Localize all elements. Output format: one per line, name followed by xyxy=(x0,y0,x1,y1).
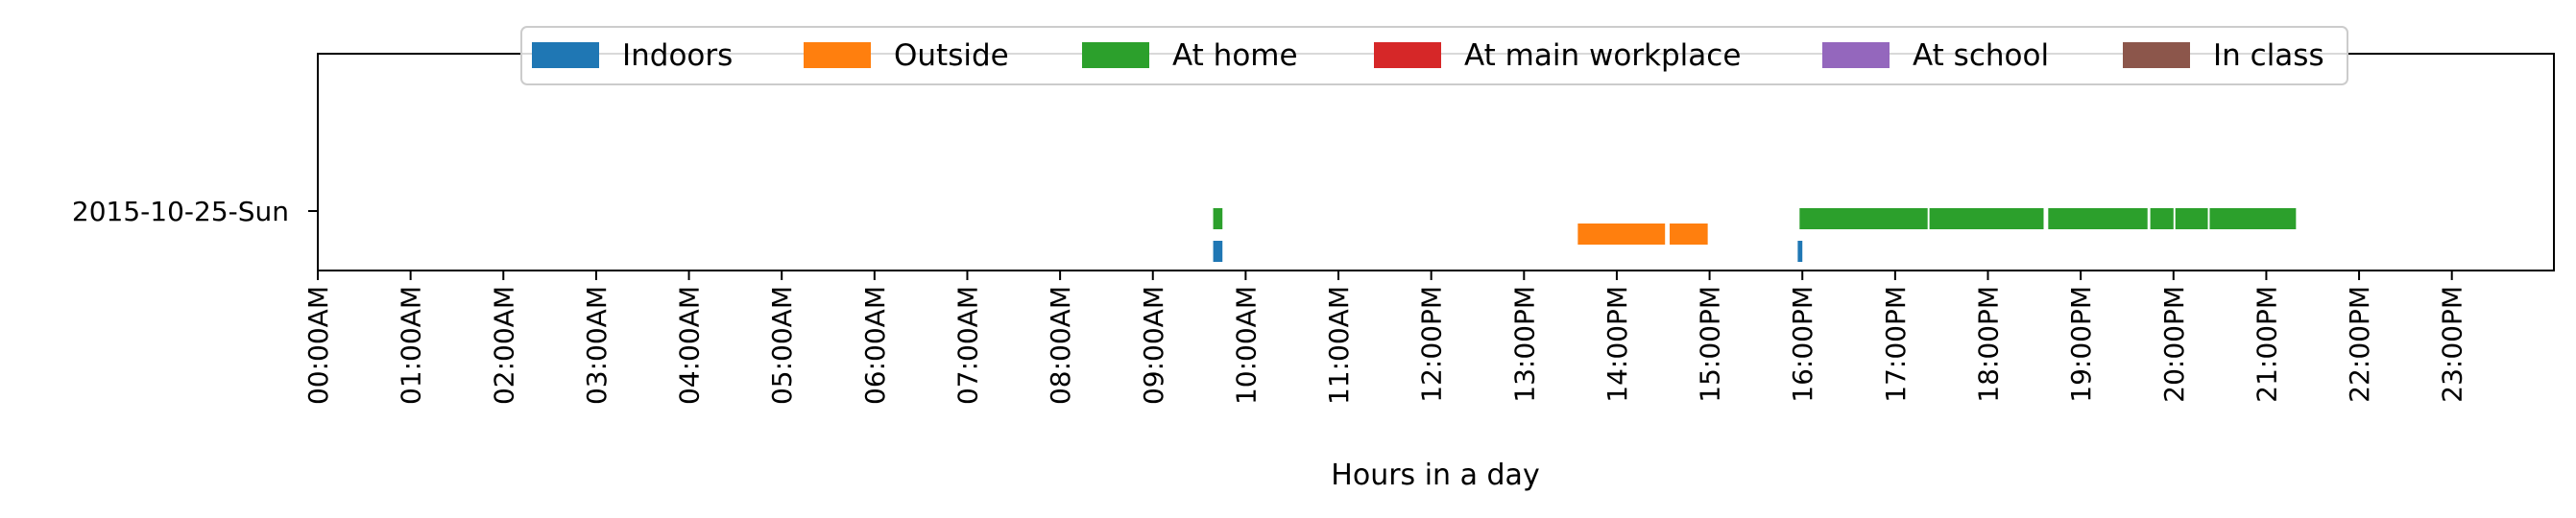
x-tick-label: 07:00AM xyxy=(951,286,983,405)
legend-label-at-main-workplace[interactable]: At main workplace xyxy=(1464,38,1741,73)
legend-swatch-in-class[interactable] xyxy=(2123,42,2190,68)
legend-swatch-at-main-workplace[interactable] xyxy=(1374,42,1441,68)
legend-label-at-school[interactable]: At school xyxy=(1913,38,2049,73)
x-tick-label: 17:00PM xyxy=(1880,286,1912,403)
bar-indoors-0 xyxy=(1213,241,1223,262)
x-tick-label: 01:00AM xyxy=(396,286,427,405)
bar-at-home-5 xyxy=(2175,208,2208,229)
bar-outside-1 xyxy=(1670,224,1708,245)
x-tick-label: 06:00AM xyxy=(859,286,891,405)
y-axis: 2015-10-25-Sun xyxy=(72,196,318,227)
x-tick-label: 18:00PM xyxy=(1973,286,2005,403)
x-tick-label: 03:00AM xyxy=(581,286,613,405)
legend-swatch-at-home[interactable] xyxy=(1082,42,1149,68)
y-tick-label: 2015-10-25-Sun xyxy=(72,196,289,227)
legend-swatch-indoors[interactable] xyxy=(532,42,599,68)
x-tick-label: 20:00PM xyxy=(2158,286,2190,403)
x-tick-label: 22:00PM xyxy=(2344,286,2375,403)
bar-at-home-6 xyxy=(2209,208,2297,229)
x-tick-label: 13:00PM xyxy=(1508,286,1540,403)
x-tick-label: 11:00AM xyxy=(1323,286,1355,405)
x-tick-label: 14:00PM xyxy=(1601,286,1633,403)
x-tick-label: 09:00AM xyxy=(1138,286,1169,405)
x-axis-label: Hours in a day xyxy=(1331,459,1539,492)
bar-at-home-1 xyxy=(1799,208,1928,229)
bar-at-home-3 xyxy=(2048,208,2148,229)
x-tick-label: 19:00PM xyxy=(2065,286,2097,403)
x-tick-label: 05:00AM xyxy=(766,286,798,405)
x-tick-label: 04:00AM xyxy=(674,286,706,405)
legend-label-in-class[interactable]: In class xyxy=(2213,38,2324,73)
x-tick-label: 15:00PM xyxy=(1695,286,1726,403)
x-axis: 00:00AM 01:00AM 02:00AM 03:00AM 04:00AM 05:00… xyxy=(302,271,2468,405)
legend-label-indoors[interactable]: Indoors xyxy=(622,38,733,73)
legend-label-at-home[interactable]: At home xyxy=(1172,38,1298,73)
x-tick-label: 02:00AM xyxy=(488,286,519,405)
plot-frame xyxy=(317,53,2555,271)
bars-layer xyxy=(1213,208,2297,262)
bar-indoors-1 xyxy=(1797,241,1803,262)
x-tick-label: 12:00PM xyxy=(1416,286,1448,403)
x-tick-label: 08:00AM xyxy=(1045,286,1076,405)
x-tick-label: 00:00AM xyxy=(302,286,334,405)
x-tick-label: 16:00PM xyxy=(1787,286,1818,403)
legend[interactable]: Indoors Outside At home At main workplace At… xyxy=(520,26,2348,85)
x-tick-label: 10:00AM xyxy=(1230,286,1262,405)
bar-outside-0 xyxy=(1577,224,1666,245)
legend-swatch-at-school[interactable] xyxy=(1822,42,1890,68)
bar-at-home-4 xyxy=(2150,208,2174,229)
x-tick-label: 21:00PM xyxy=(2251,286,2282,403)
bar-at-home-0 xyxy=(1213,208,1223,229)
x-tick-label: 23:00PM xyxy=(2437,286,2468,403)
legend-label-outside[interactable]: Outside xyxy=(894,38,1009,73)
bar-at-home-2 xyxy=(1929,208,2044,229)
legend-swatch-outside[interactable] xyxy=(804,42,871,68)
